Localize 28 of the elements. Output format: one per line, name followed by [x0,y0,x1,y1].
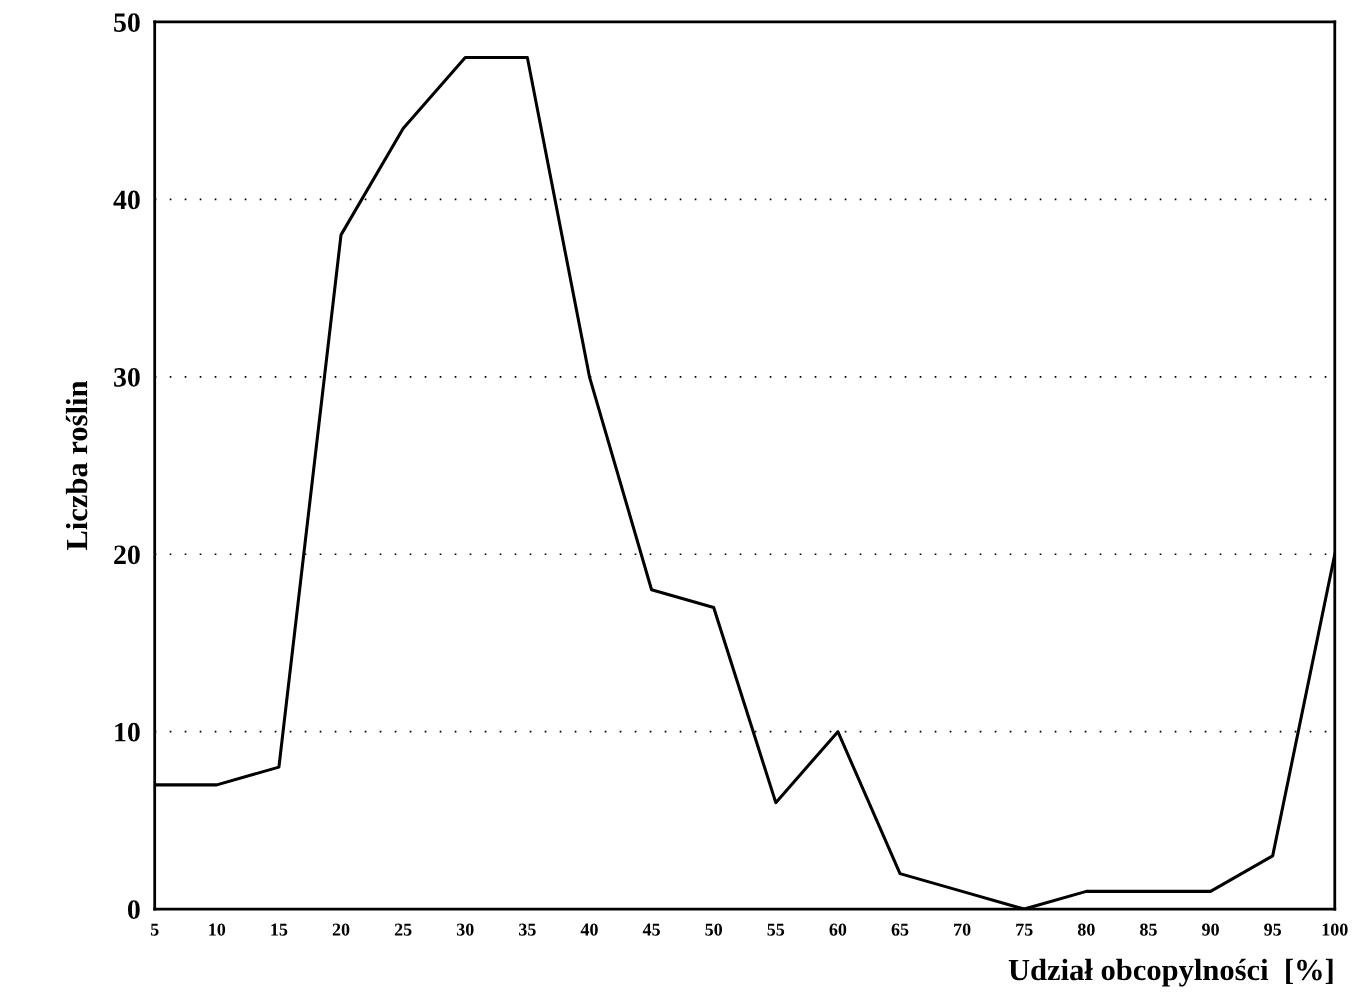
x-tick-label: 30 [456,923,474,936]
x-tick-label: 55 [767,923,785,936]
x-tick-label: 25 [394,923,412,936]
x-tick-label: 95 [1264,923,1282,936]
x-tick-label: 75 [1016,923,1033,936]
y-tick-label: 50 [114,13,140,32]
y-tick-label: 0 [127,900,140,919]
y-axis-title: Liczba roślin [65,380,88,551]
x-tick-label: 85 [1140,923,1157,936]
x-tick-label: 5 [150,923,159,936]
y-tick-label: 10 [115,722,140,742]
x-tick-label: 70 [954,923,971,936]
y-tick-label: 20 [114,545,140,565]
x-tick-label: 50 [705,923,723,936]
x-tick-label: 15 [271,923,288,936]
y-tick-label: 30 [114,367,140,387]
x-tick-label: 80 [1077,923,1095,936]
x-tick-label: 45 [642,923,660,936]
x-tick-label: 35 [519,923,536,936]
x-tick-label: 100 [1322,923,1348,936]
x-tick-label: 20 [332,923,350,936]
x-tick-label: 65 [891,923,909,936]
y-tick-label: 40 [113,190,140,210]
x-axis-title: Udział obcopylności [%] [1008,958,1333,987]
x-tick-label: 90 [1202,923,1219,936]
x-tick-label: 40 [580,923,598,936]
x-tick-label: 60 [829,923,847,936]
x-tick-label: 10 [209,923,226,936]
